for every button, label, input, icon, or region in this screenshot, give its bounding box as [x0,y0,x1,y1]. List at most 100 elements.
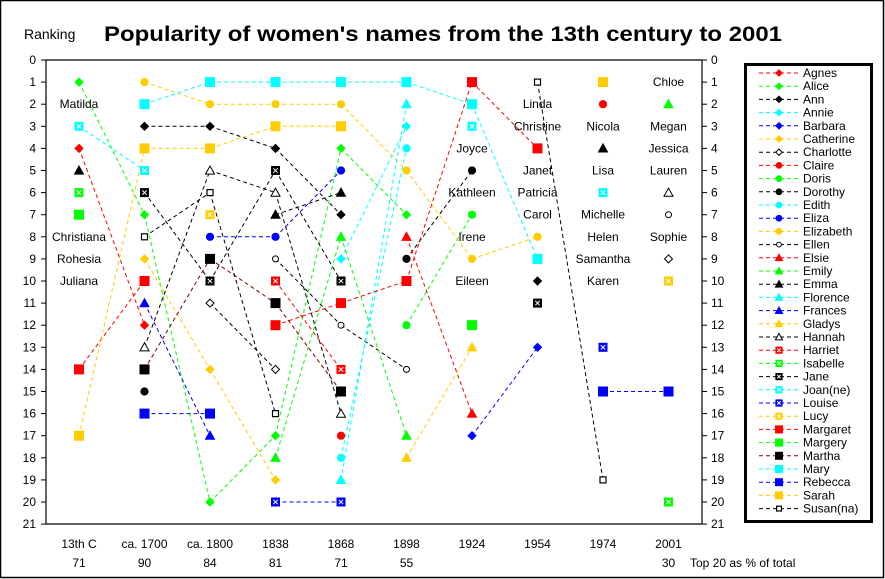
legend-label: Alice [803,79,829,93]
square-marker-shape [401,77,412,88]
claire-marker [336,431,346,440]
left-y-tick-label: 3 [29,119,36,133]
left-y-tick-label: 21 [23,517,37,531]
sarah-line-segment [209,125,276,149]
circle-marker-shape [336,453,346,462]
legend-label: Joan(ne) [803,383,850,397]
left-y-tick-label: 18 [23,451,37,465]
square-marker-shape [139,364,150,375]
florence-marker [401,98,412,109]
sarah-line-segment [78,148,145,436]
dorothy-marker [402,254,411,263]
legend-entry-barbara: Barbara [759,119,846,133]
joan-ne-marker [467,121,477,131]
doris-line-segment [406,214,473,326]
legend-marker-diamond [775,108,783,117]
top20-percent-value: 90 [138,556,152,570]
diamond-marker-shape [336,254,346,264]
joan-ne-marker [74,121,84,131]
margaret-line-segment [275,302,342,326]
agnes-marker [139,320,150,330]
square-marker-shape [467,77,477,88]
elizabeth-marker [140,78,149,87]
legend-entry-martha: Martha [759,449,841,463]
circle-marker-shape [272,255,279,263]
xbox-cross-line [600,190,606,196]
catherine-marker [270,475,281,485]
diamond-marker-shape [205,497,215,507]
elizabeth-marker [402,166,411,175]
triangle-marker-shape [335,231,347,241]
diamond-marker-shape [775,121,783,130]
square-marker-shape [775,438,783,447]
left-y-tick-label: 2 [29,97,36,111]
alice-marker [270,430,281,441]
circle-marker-shape [775,201,783,209]
series-markers [73,77,674,507]
legend-entry-rebecca: Rebecca [759,475,851,489]
right-y-tick-label: 10 [711,274,725,288]
charlotte-marker [205,298,215,308]
ellen-marker [272,255,279,263]
alice-line-segment [144,214,211,503]
legend-entry-ellen: Ellen [759,238,830,252]
legend-entry-emma: Emma [759,277,838,291]
doris-marker [467,210,477,219]
xbox-cross-line [338,499,344,505]
triangle-marker-shape [139,341,150,352]
elizabeth-line-segment [144,81,211,105]
harriet-marker [271,276,280,286]
legend-entry-margaret: Margaret [759,422,852,436]
left-y-tick-label: 6 [29,186,36,200]
jane-line-segment [209,170,276,282]
square-marker-shape [205,408,215,419]
left-y-tick-label: 17 [23,429,37,443]
legend-label: Frances [803,304,846,318]
diamond-marker-shape [139,254,150,264]
ellen-marker [403,365,410,373]
lucy-marker [664,276,673,286]
legend-marker-square [775,438,783,447]
square-marker-shape [205,77,215,88]
diamond-marker-shape [205,364,215,375]
jane-line-segment [275,170,342,282]
triangle-marker-shape [663,187,674,197]
jane-line-segment [144,192,211,282]
legend-label: Emma [803,277,838,291]
diamond-marker-shape [775,108,783,117]
legend-label: Isabelle [803,356,845,370]
legend-entry-dorothy: Dorothy [759,185,845,199]
emma-marker [335,187,347,197]
diamond-marker-shape [467,430,477,441]
triangle-marker-shape [774,266,784,275]
jane-marker [140,188,149,198]
right-y-tick-label: 21 [711,517,725,531]
legend-marker-xbox [775,386,783,394]
legend-label: Barbara [803,119,846,133]
elizabeth-line-segment [340,103,407,171]
legend-label: Rebecca [803,475,851,489]
diamond-marker-shape [532,276,543,286]
emma-marker [73,164,85,175]
plot-name-label: Megan [650,119,687,133]
circle-marker-shape [775,214,783,222]
eliza-marker [271,232,280,241]
legend-label: Martha [803,449,841,463]
ann-marker [205,121,215,132]
legend-entry-susan-na: Susan(na) [759,502,858,516]
x-axis-labels: 13th C 71 ca. 1700 90 ca. 1800 84 1838 81 1868 71… [61,537,682,570]
xbox-cross-line [141,167,148,174]
square-marker-shape [139,408,150,419]
joan-ne-marker [598,188,608,198]
triangle-marker-shape [774,253,784,262]
right-y-tick-label: 2 [711,97,718,111]
elizabeth-marker [271,100,280,109]
circle-marker-shape [775,162,783,169]
square-marker-shape [467,99,477,110]
louise-marker [598,342,608,352]
barbara-line-segment [471,347,538,436]
xbox-cross-line [776,361,782,366]
legend-entry-edith: Edith [759,198,830,212]
x-category-label: 13th C [61,537,97,551]
plot-name-label: Lauren [650,164,687,178]
